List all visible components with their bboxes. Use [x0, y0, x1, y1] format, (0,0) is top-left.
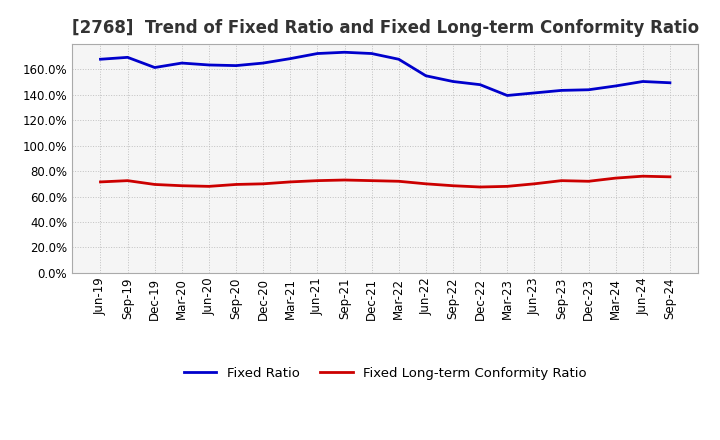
Fixed Long-term Conformity Ratio [123, 178, 132, 183]
Fixed Ratio [341, 50, 349, 55]
Fixed Long-term Conformity Ratio [503, 184, 511, 189]
Fixed Ratio [232, 63, 240, 68]
Fixed Ratio [395, 57, 403, 62]
Fixed Ratio [367, 51, 376, 56]
Fixed Long-term Conformity Ratio [449, 183, 457, 188]
Fixed Long-term Conformity Ratio [395, 179, 403, 184]
Fixed Long-term Conformity Ratio [204, 184, 213, 189]
Fixed Ratio [665, 80, 674, 85]
Fixed Long-term Conformity Ratio [476, 184, 485, 190]
Fixed Long-term Conformity Ratio [96, 179, 105, 184]
Fixed Long-term Conformity Ratio [259, 181, 268, 187]
Fixed Long-term Conformity Ratio [341, 177, 349, 183]
Fixed Long-term Conformity Ratio [178, 183, 186, 188]
Fixed Long-term Conformity Ratio [557, 178, 566, 183]
Fixed Ratio [639, 79, 647, 84]
Fixed Long-term Conformity Ratio [611, 176, 620, 181]
Fixed Long-term Conformity Ratio [232, 182, 240, 187]
Fixed Ratio [584, 87, 593, 92]
Fixed Ratio [123, 55, 132, 60]
Fixed Ratio [286, 56, 294, 61]
Fixed Ratio [313, 51, 322, 56]
Fixed Ratio [476, 82, 485, 87]
Fixed Ratio [449, 79, 457, 84]
Fixed Ratio [178, 60, 186, 66]
Line: Fixed Long-term Conformity Ratio: Fixed Long-term Conformity Ratio [101, 176, 670, 187]
Fixed Long-term Conformity Ratio [530, 181, 539, 187]
Fixed Ratio [96, 57, 105, 62]
Fixed Long-term Conformity Ratio [313, 178, 322, 183]
Fixed Ratio [557, 88, 566, 93]
Fixed Long-term Conformity Ratio [584, 179, 593, 184]
Fixed Ratio [259, 60, 268, 66]
Line: Fixed Ratio: Fixed Ratio [101, 52, 670, 95]
Fixed Long-term Conformity Ratio [367, 178, 376, 183]
Title: [2768]  Trend of Fixed Ratio and Fixed Long-term Conformity Ratio: [2768] Trend of Fixed Ratio and Fixed Lo… [71, 19, 699, 37]
Legend: Fixed Ratio, Fixed Long-term Conformity Ratio: Fixed Ratio, Fixed Long-term Conformity … [179, 362, 592, 385]
Fixed Long-term Conformity Ratio [286, 179, 294, 184]
Fixed Ratio [204, 62, 213, 68]
Fixed Ratio [421, 73, 430, 78]
Fixed Long-term Conformity Ratio [639, 173, 647, 179]
Fixed Ratio [503, 93, 511, 98]
Fixed Ratio [611, 83, 620, 88]
Fixed Ratio [150, 65, 159, 70]
Fixed Long-term Conformity Ratio [150, 182, 159, 187]
Fixed Ratio [530, 90, 539, 95]
Fixed Long-term Conformity Ratio [421, 181, 430, 187]
Fixed Long-term Conformity Ratio [665, 174, 674, 180]
